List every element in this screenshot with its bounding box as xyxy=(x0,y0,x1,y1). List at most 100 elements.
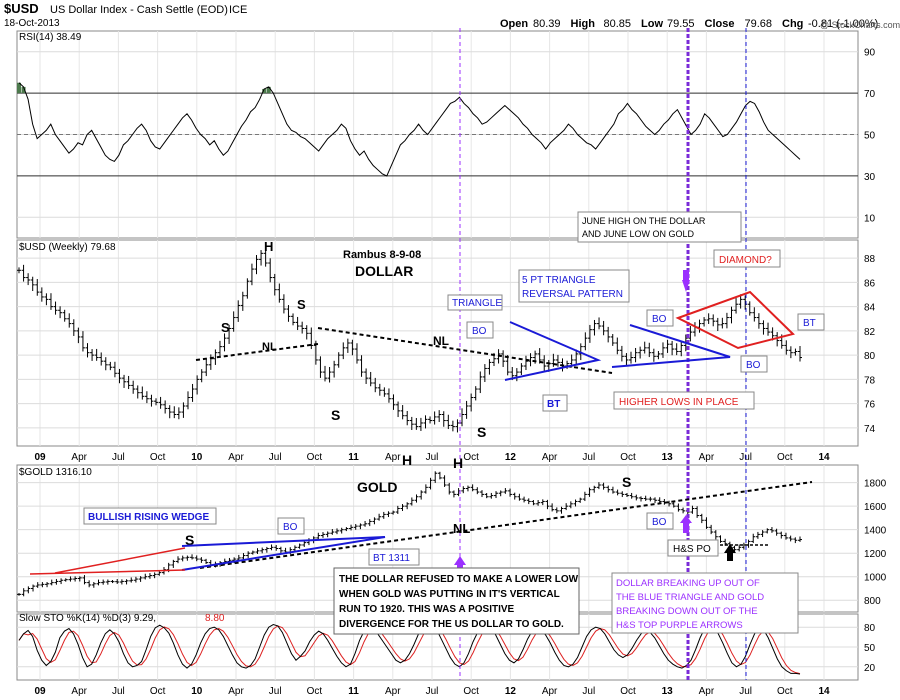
x-tick-label: Apr xyxy=(542,452,558,463)
divergence-note: THE DOLLAR REFUSED TO MAKE A LOWER LOW WH… xyxy=(339,574,579,630)
five-pt-box xyxy=(518,269,630,303)
watermark: @ StockCharts.com xyxy=(820,20,900,30)
bt-label-1: BT xyxy=(547,399,560,410)
usd-head-2: H xyxy=(402,452,412,468)
gold-ytick: 800 xyxy=(864,596,881,607)
sto-legend: Slow STO %K(14) %D(3) 9.29, xyxy=(19,613,156,624)
x-tick-label: Oct xyxy=(777,452,793,463)
x-tick-label: 13 xyxy=(662,452,674,463)
bo-label-3: BO xyxy=(746,360,761,371)
usd-legend: $USD (Weekly) 79.68 xyxy=(19,242,116,253)
gold-red-line-2 xyxy=(54,547,186,574)
gold-neckline-label: NL xyxy=(453,521,470,536)
sto-legend-value: 8.80 xyxy=(205,613,225,624)
bt1311-box xyxy=(368,548,420,566)
diamond-label: DIAMOND? xyxy=(719,255,772,266)
x-tick-label: Apr xyxy=(699,686,715,697)
usd-red-diamond xyxy=(675,290,795,350)
x-tick-label: Apr xyxy=(228,686,244,697)
rsi-ytick: 70 xyxy=(864,89,876,100)
wedge-label: BULLISH RISING WEDGE xyxy=(88,512,209,523)
x-tick-label: Jul xyxy=(426,452,439,463)
usd-right-shoulder-2: S xyxy=(477,424,486,440)
usd-right-shoulder-1: S xyxy=(297,297,306,312)
x-tick-label: Jul xyxy=(582,452,595,463)
bt1311-label: BT 1311 xyxy=(373,553,410,564)
divergence-note-line: DIVERGENCE FOR THE US DOLLAR TO GOLD. xyxy=(339,619,564,630)
x-tick-label: Apr xyxy=(385,452,401,463)
purple-note-box xyxy=(611,572,799,634)
divergence-note-box xyxy=(333,567,580,635)
gold-right-shoulder: S xyxy=(622,474,631,490)
divergence-note-line: RUN TO 1920. THIS WAS A POSITIVE xyxy=(339,604,515,615)
rsi-ytick: 30 xyxy=(864,172,876,183)
ohlc-value-high: 80.85 xyxy=(604,18,632,30)
ohlc-label-high: High xyxy=(571,18,596,30)
x-tick-label: Apr xyxy=(228,452,244,463)
x-tick-label: 14 xyxy=(818,686,830,697)
ohlc-label-open: Open xyxy=(500,18,528,30)
usd-ytick: 88 xyxy=(864,254,876,265)
diamond-box xyxy=(713,249,781,268)
usd-ytick: 80 xyxy=(864,351,876,362)
usd-neckline-1-line xyxy=(195,343,319,361)
gold-annotations: GOLD S H S NL BULLISH RISING WEDGE BO BT… xyxy=(29,455,813,635)
usd-left-shoulder-2: S xyxy=(331,407,340,423)
sto-ytick: 80 xyxy=(864,623,876,634)
gold-ytick: 1800 xyxy=(864,479,887,490)
june-label-1: JUNE HIGH ON THE DOLLAR xyxy=(582,216,706,226)
x-tick-label: Oct xyxy=(150,686,166,697)
chart-date: 18-Oct-2013 xyxy=(4,18,60,29)
x-tick-label: Jul xyxy=(112,686,125,697)
x-axis-middle: 09 Apr Jul Oct 10 Apr Jul Oct 11 Apr Jul Oct 12 Apr Ju… xyxy=(34,452,830,463)
x-tick-label: 12 xyxy=(505,686,517,697)
gold-title: GOLD xyxy=(357,479,397,495)
dollar-title: DOLLAR xyxy=(355,263,413,279)
ohlc-value-low: 79.55 xyxy=(667,18,695,30)
black-arrow-up xyxy=(724,544,736,553)
x-tick-label: 14 xyxy=(818,452,830,463)
header: $USD US Dollar Index - Cash Settle (EOD)… xyxy=(4,1,900,30)
x-tick-label: 12 xyxy=(505,452,517,463)
usd-ytick: 74 xyxy=(864,424,876,435)
x-tick-label: Jul xyxy=(582,686,595,697)
five-pt-label-1: 5 PT TRIANGLE xyxy=(522,275,596,286)
rsi-line xyxy=(18,82,801,177)
instrument-name: US Dollar Index - Cash Settle (EOD) xyxy=(50,4,228,16)
usd-frame xyxy=(16,239,859,447)
bo-label-1: BO xyxy=(472,326,487,337)
symbol: $USD xyxy=(4,1,39,16)
bt-box-1 xyxy=(542,394,568,412)
gold-neckline xyxy=(199,481,813,569)
purple-arrow-up-gold xyxy=(680,515,692,523)
gold-bo-box-2 xyxy=(646,512,674,530)
x-tick-label: Apr xyxy=(699,452,715,463)
purple-note-line: BREAKING DOWN OUT OF THE xyxy=(616,606,758,617)
gold-ytick: 1200 xyxy=(864,549,887,560)
x-tick-label: Oct xyxy=(307,452,323,463)
gold-ytick: 1400 xyxy=(864,526,887,537)
rsi-legend: RSI(14) 38.49 xyxy=(19,32,82,43)
purple-arrow-up-gold-stem xyxy=(683,523,689,533)
usd-left-shoulder-1: S xyxy=(221,320,230,335)
sto-k-line xyxy=(18,622,801,675)
x-tick-label: Jul xyxy=(426,686,439,697)
usd-ytick: 82 xyxy=(864,327,876,338)
usd-ytick: 78 xyxy=(864,375,876,386)
purple-note-line: H&S TOP PURPLE ARROWS xyxy=(616,620,743,631)
purple-note: DOLLAR BREAKING UP OUT OF THE BLUE TRIANG… xyxy=(616,578,764,631)
x-tick-label: Oct xyxy=(463,686,479,697)
purple-note-line: THE BLUE TRIANGLE AND GOLD xyxy=(616,592,764,603)
usd-neckline-2-line xyxy=(317,327,613,374)
rsi-ytick: 50 xyxy=(864,131,876,142)
bo-box-3 xyxy=(740,355,768,373)
x-tick-label: 10 xyxy=(191,452,203,463)
ohlc-label-low: Low xyxy=(641,18,663,30)
x-tick-label: Oct xyxy=(307,686,323,697)
ohlc-readout: Open 80.39 High 80.85 Low 79.55 Close 79.68 Chg -… xyxy=(500,18,878,30)
june-label-2: AND JUNE LOW ON GOLD xyxy=(582,229,695,239)
hs-po-label: H&S PO xyxy=(673,544,711,555)
ohlc-label-close: Close xyxy=(705,18,735,30)
usd-head-1: H xyxy=(264,239,273,254)
